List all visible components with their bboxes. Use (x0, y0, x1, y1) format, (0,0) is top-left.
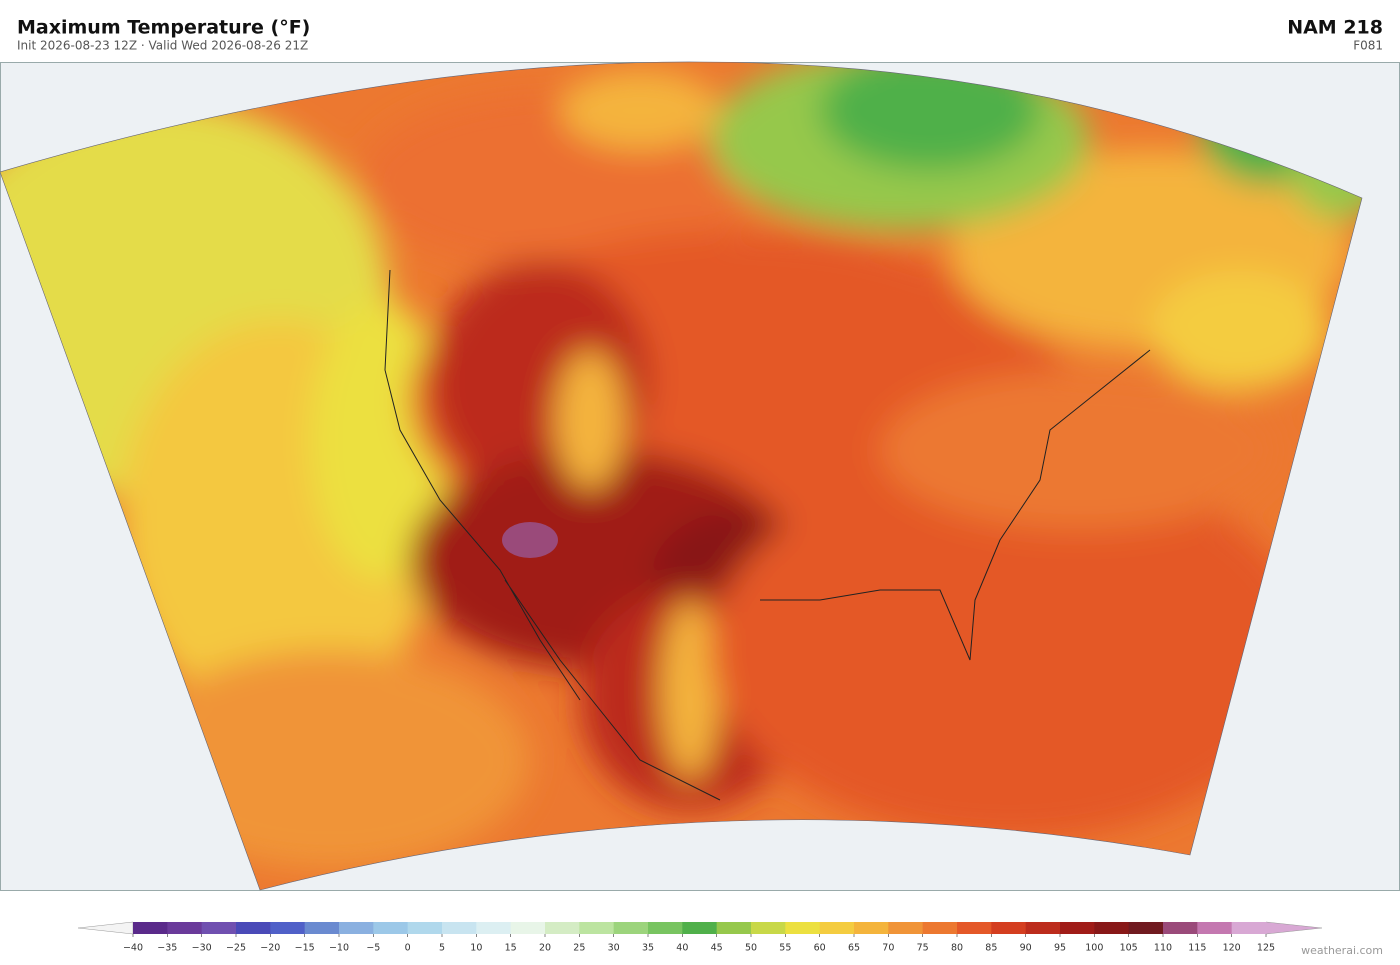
colorbar-segment (476, 922, 512, 934)
colorbar-segment (1025, 922, 1061, 934)
colorbar-segment (167, 922, 203, 934)
colorbar-tick-label: 10 (470, 943, 482, 954)
colorbar-segment (373, 922, 409, 934)
model-name: NAM 218 (1287, 17, 1383, 39)
colorbar-segment (854, 922, 889, 934)
colorbar-tick-label: 100 (1085, 943, 1103, 954)
colorbar-over (1265, 921, 1323, 935)
colorbar-tick-label: 20 (539, 943, 551, 954)
colorbar-segment (991, 922, 1027, 934)
colorbar-tick-label: 95 (1054, 943, 1066, 954)
colorbar: −40 −35 −30 −25 −20 −15 −10 −5 0 5 10 15 20 25 30 35 40 4… (77, 921, 1323, 954)
domain-outline (0, 61, 1363, 891)
colorbar-segment (922, 922, 958, 934)
colorbar-segment (1128, 922, 1164, 934)
colorbar-segment (1197, 922, 1233, 934)
colorbar-tick-label: −25 (226, 943, 246, 954)
colorbar-segment (819, 922, 855, 934)
colorbar-tick-label: 70 (882, 943, 894, 954)
colorbar-tick-label: 0 (405, 943, 411, 954)
colorbar-segment (888, 922, 924, 934)
colorbar-tick-label: 120 (1223, 943, 1241, 954)
colorbar-segment (1060, 922, 1095, 934)
colorbar-segment (1163, 922, 1198, 934)
colorbar-tick-label: 115 (1188, 943, 1206, 954)
colorbar-tick-label: 25 (573, 943, 585, 954)
colorbar-segment (304, 922, 340, 934)
colorbar-segment (236, 922, 271, 934)
colorbar-tick-label: 110 (1154, 943, 1172, 954)
colorbar-segment (339, 922, 374, 934)
colorbar-segment (751, 922, 786, 934)
colorbar-segment (407, 922, 443, 934)
colorbar-segment (545, 922, 580, 934)
colorbar-tick-label: 75 (917, 943, 929, 954)
colorbar-segment (133, 922, 168, 934)
colorbar-segment (648, 922, 683, 934)
colorbar-tick-label: 65 (848, 943, 860, 954)
colorbar-segment (613, 922, 649, 934)
colorbar-tick-label: 40 (676, 943, 688, 954)
colorbar-tick-label: 5 (439, 943, 445, 954)
colorbar-segment (957, 922, 992, 934)
colorbar-segment (510, 922, 546, 934)
colorbar-tick-label: 50 (745, 943, 757, 954)
colorbar-tick-label: 60 (814, 943, 826, 954)
colorbar-tick-label: −15 (295, 943, 315, 954)
colorbar-segment (201, 922, 237, 934)
colorbar-segment (785, 922, 821, 934)
colorbar-tick-label: −5 (366, 943, 380, 954)
colorbar-tick-label: 125 (1257, 943, 1275, 954)
colorbar-segment (270, 922, 306, 934)
colorbar-tick-label: −20 (260, 943, 280, 954)
colorbar-segment (716, 922, 752, 934)
watermark: weatherai.com (1301, 944, 1383, 957)
title: Maximum Temperature (°F) (17, 17, 310, 39)
colorbar-tick-label: 105 (1120, 943, 1138, 954)
coastline (384, 269, 1151, 801)
colorbar-segment (1231, 922, 1267, 934)
colorbar-tick-label: 55 (779, 943, 791, 954)
colorbar-tick-label: 80 (951, 943, 963, 954)
colorbar-tick-label: −10 (329, 943, 349, 954)
colorbar-tick-label: −35 (157, 943, 177, 954)
colorbar-tick-label: −30 (192, 943, 212, 954)
colorbar-segment (1094, 922, 1130, 934)
colorbar-tick-label: 15 (505, 943, 517, 954)
colorbar-tick-label: 45 (711, 943, 723, 954)
subtitle: Init 2026-08-23 12Z · Valid Wed 2026-08-… (17, 39, 308, 53)
colorbar-tick-label: 30 (608, 943, 620, 954)
colorbar-segment (682, 922, 718, 934)
colorbar-segment (442, 922, 477, 934)
colorbar-under (77, 921, 134, 935)
colorbar-tick-label: −40 (123, 943, 143, 954)
colorbar-tick-label: 35 (642, 943, 654, 954)
colorbar-segment (579, 922, 615, 934)
colorbar-tick-label: 85 (985, 943, 997, 954)
colorbar-tick-label: 90 (1020, 943, 1032, 954)
forecast-hour: F081 (1353, 39, 1383, 53)
